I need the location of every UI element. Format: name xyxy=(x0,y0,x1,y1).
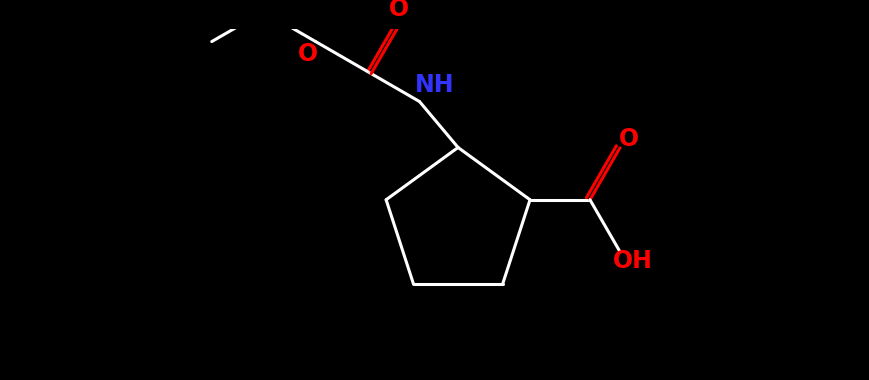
Text: O: O xyxy=(388,0,408,21)
Text: O: O xyxy=(298,43,318,66)
Text: O: O xyxy=(619,127,639,150)
Text: OH: OH xyxy=(613,249,652,273)
Text: NH: NH xyxy=(414,73,454,97)
